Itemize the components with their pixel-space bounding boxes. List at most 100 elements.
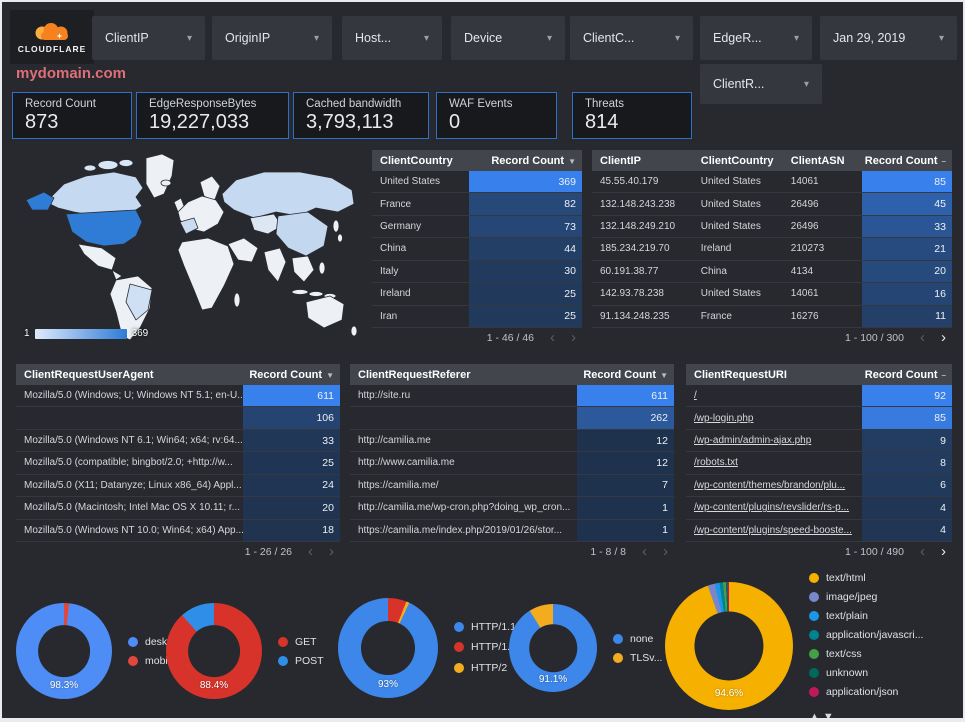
column-header-record-count[interactable]: Record Count ▼ [491, 154, 576, 167]
prev-page-icon: ‹ [920, 543, 925, 560]
uri-link[interactable]: /wp-content/plugins/revslider/rs-p... [694, 502, 850, 514]
legend-item[interactable]: application/javascri... [809, 629, 923, 641]
legend-item[interactable]: text/plain [809, 610, 923, 622]
legend-item[interactable]: text/css [809, 648, 923, 660]
uri-link[interactable]: /wp-content/themes/brandon/plu... [694, 479, 846, 491]
world-map[interactable] [16, 150, 366, 347]
table-cell: France [700, 310, 732, 322]
filter-chip-originip[interactable]: OriginIP ▾ [212, 16, 332, 60]
filter-chip-clientip[interactable]: ClientIP ▾ [92, 16, 205, 60]
donut-percent-label: 88.4% [199, 680, 229, 692]
legend-pager: ▲▼ [809, 711, 923, 722]
donut-chart-request-method[interactable]: 88.4% [166, 603, 262, 699]
legend-item[interactable]: none [613, 633, 662, 645]
legend-item[interactable]: TLSv... [613, 652, 662, 664]
legend-page-down-icon[interactable]: ▼ [822, 711, 837, 722]
table-cell: /wp-content/plugins/speed-booste... [686, 520, 862, 541]
chart-legend: GET POST [278, 632, 324, 670]
prev-page-icon: ‹ [642, 543, 647, 560]
legend-dot-icon [613, 652, 623, 663]
legend-item[interactable]: image/jpeg [809, 591, 923, 603]
record-count-bar-cell: 7 [576, 474, 674, 497]
column-header-record-count[interactable]: Record Count – [864, 154, 946, 167]
legend-dot-icon [809, 591, 819, 602]
record-count-bar-cell: 9 [861, 429, 952, 452]
pagination-range: 1 - 8 / 8 [590, 545, 626, 558]
legend-page-up-icon[interactable]: ▲ [809, 711, 823, 722]
record-count-bar-cell: 25 [468, 305, 582, 327]
record-count-bar-cell: 45 [861, 193, 952, 215]
uri-link[interactable]: /wp-admin/admin-ajax.php [694, 435, 812, 447]
table-cell: Mozilla/5.0 (Macintosh; Intel Mac OS X 1… [24, 502, 241, 514]
record-count-bar-cell: 33 [861, 215, 952, 238]
column-header-record-count[interactable]: Record Count ▼ [249, 368, 334, 381]
record-count-bar-cell: 106 [242, 407, 340, 429]
legend-item[interactable]: unknown [809, 667, 923, 679]
record-count-bar-cell: 4 [861, 497, 952, 519]
legend-item[interactable]: HTTP/1.0 [454, 641, 517, 654]
prev-page-icon: ‹ [920, 329, 925, 346]
filter-chip-host[interactable]: Host... ▾ [342, 16, 442, 60]
table-row: Mozilla/5.0 (Windows NT 10.0; Win64; x64… [16, 519, 340, 542]
legend-item[interactable]: POST [278, 655, 324, 667]
donut-percent-label: 93% [377, 679, 399, 690]
uri-link[interactable]: /robots.txt [694, 457, 738, 469]
legend-item[interactable]: application/json [809, 686, 923, 698]
legend-dot-icon [809, 629, 819, 640]
column-header-record-count[interactable]: Record Count – [864, 368, 946, 381]
legend-label: TLSv... [630, 651, 663, 664]
page-title: mydomain.com [16, 65, 127, 82]
donut-chart-device-type[interactable]: 98.3% [16, 603, 112, 699]
filter-chip-clientcountry[interactable]: ClientC... ▾ [570, 16, 693, 60]
next-page-icon: › [329, 543, 334, 560]
table-row: 106 [16, 407, 340, 430]
legend-item[interactable]: HTTP/2 [454, 662, 517, 675]
column-header-record-count[interactable]: Record Count ▼ [583, 368, 668, 381]
donut-chart-http-protocol[interactable]: 93% [338, 598, 438, 698]
table-row: http://site.ru 611 [350, 385, 674, 408]
scorecard-record-count: Record Count 873 [12, 92, 132, 139]
legend-item[interactable]: HTTP/1.1 [454, 621, 517, 634]
next-page-icon[interactable]: › [941, 543, 946, 560]
legend-label: HTTP/1.1 [471, 621, 516, 634]
uri-link[interactable]: /wp-login.php [694, 412, 754, 424]
record-count-bar-cell: 611 [576, 385, 674, 407]
table-row: /wp-content/themes/brandon/plu... 6 [686, 474, 952, 498]
record-count-bar-cell: 25 [468, 283, 582, 305]
uri-link[interactable]: / [694, 390, 697, 402]
column-header: ClientRequestUserAgent [24, 368, 154, 381]
table-row: /wp-admin/admin-ajax.php 9 [686, 429, 952, 453]
table-cell: United States [700, 176, 761, 188]
table-client-ip: ClientIP ClientCountry ClientASN Record Cou… [592, 150, 952, 347]
choropleth-map[interactable]: 1 369 [16, 150, 366, 347]
next-page-icon[interactable]: › [941, 329, 946, 346]
filter-chip-edgeresponse[interactable]: EdgeR... ▾ [700, 16, 812, 60]
donut-request-method: 88.4% GET POST [166, 603, 324, 699]
record-count-bar-cell: 20 [861, 260, 952, 283]
legend-dot-icon [613, 633, 623, 644]
table-cell: 185.234.219.70 [600, 243, 670, 255]
legend-label: GET [295, 635, 317, 648]
column-header: ClientRequestReferer [358, 368, 471, 381]
column-header: ClientCountry [700, 154, 774, 167]
donut-chart-tls-version[interactable]: 91.1% [509, 604, 597, 692]
table-row: Mozilla/5.0 (Windows; U; Windows NT 5.1;… [16, 385, 340, 408]
date-range-picker[interactable]: Jan 29, 2019 ▾ [820, 16, 957, 60]
legend-item[interactable]: text/html [809, 572, 923, 584]
donut-chart-content-type[interactable]: 94.6% [665, 581, 793, 710]
legend-item[interactable]: GET [278, 636, 324, 648]
record-count-bar-cell: 85 [861, 407, 952, 429]
table-cell: Mozilla/5.0 (Windows NT 6.1; Win64; x64;… [24, 435, 243, 447]
chevron-down-icon: ▾ [803, 78, 809, 90]
table-cell: 26496 [790, 198, 819, 210]
table-cell: https://camilia.me/ [358, 479, 439, 491]
legend-dot-icon [809, 686, 819, 697]
uri-link[interactable]: /wp-content/plugins/speed-booste... [694, 524, 852, 536]
record-count-bar-cell: 12 [576, 429, 674, 452]
filter-chip-clientrequest[interactable]: ClientR... ▾ [700, 64, 822, 104]
table-row: https://camilia.me/7 [350, 474, 674, 498]
donut-percent-label: 98.3% [49, 680, 79, 692]
legend-dot-icon [454, 622, 464, 633]
filter-chip-device[interactable]: Device ▾ [451, 16, 565, 60]
